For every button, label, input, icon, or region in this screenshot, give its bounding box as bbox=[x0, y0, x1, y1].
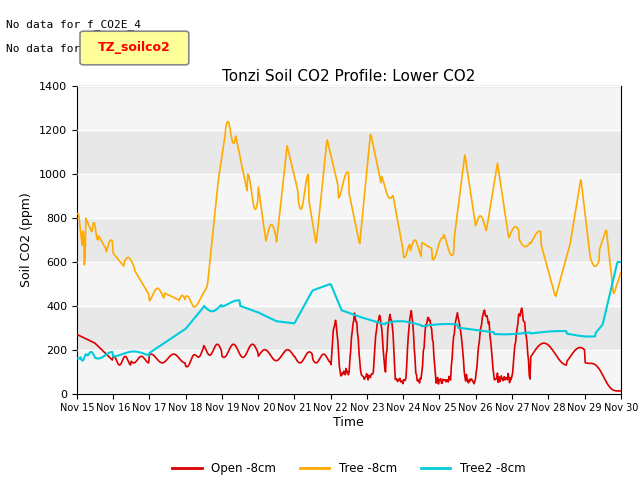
Bar bbox=[77, 174, 621, 218]
Text: TZ_soilco2: TZ_soilco2 bbox=[98, 41, 171, 55]
Legend: Open -8cm, Tree -8cm, Tree2 -8cm: Open -8cm, Tree -8cm, Tree2 -8cm bbox=[168, 457, 530, 480]
Bar bbox=[77, 306, 621, 350]
Bar bbox=[77, 350, 621, 394]
Bar bbox=[77, 218, 621, 262]
X-axis label: Time: Time bbox=[333, 416, 364, 429]
Bar bbox=[77, 262, 621, 306]
Text: No data for f_CO2E_4: No data for f_CO2E_4 bbox=[6, 19, 141, 30]
Text: No data for f_CO2W_4: No data for f_CO2W_4 bbox=[6, 43, 141, 54]
Bar bbox=[77, 86, 621, 130]
Bar bbox=[77, 130, 621, 174]
Title: Tonzi Soil CO2 Profile: Lower CO2: Tonzi Soil CO2 Profile: Lower CO2 bbox=[222, 69, 476, 84]
Y-axis label: Soil CO2 (ppm): Soil CO2 (ppm) bbox=[20, 192, 33, 288]
